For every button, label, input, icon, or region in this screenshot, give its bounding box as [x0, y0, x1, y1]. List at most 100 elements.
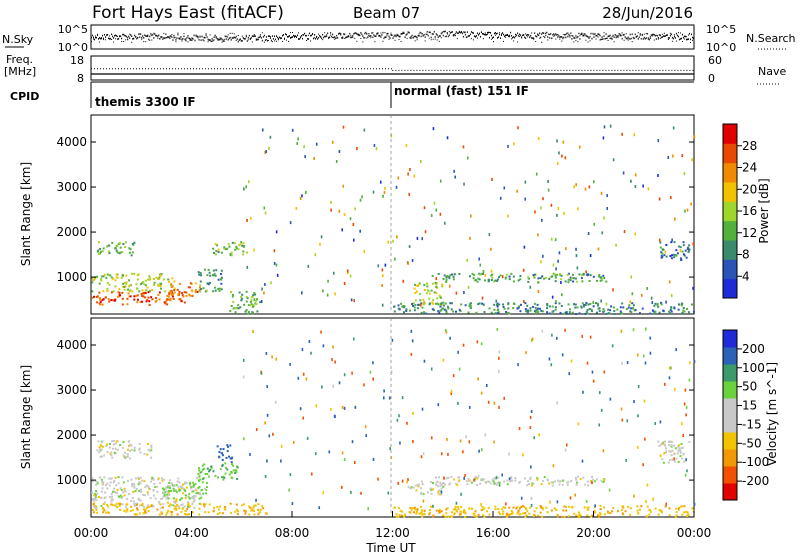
nsearch-point — [623, 39, 625, 41]
data-point — [482, 269, 485, 273]
nsky-point — [288, 35, 290, 37]
data-point — [587, 303, 590, 306]
data-point — [484, 273, 487, 277]
data-point — [126, 297, 129, 300]
data-point — [439, 484, 442, 487]
data-point — [144, 279, 147, 282]
nsky-point — [463, 31, 465, 34]
data-point — [578, 145, 581, 149]
nsky-point — [347, 35, 349, 38]
nsky-point — [465, 36, 467, 39]
data-point — [126, 455, 129, 458]
data-point — [681, 457, 684, 460]
nsky-point — [659, 34, 661, 37]
data-point — [184, 497, 187, 500]
nsky-point — [192, 38, 194, 40]
data-point — [217, 251, 220, 254]
nsky-point — [150, 33, 152, 35]
data-point — [487, 480, 490, 483]
data-point — [571, 311, 574, 314]
data-point — [95, 295, 98, 298]
data-point — [496, 302, 499, 305]
data-point — [548, 312, 551, 315]
nsky-point — [407, 31, 409, 33]
data-point — [631, 307, 634, 310]
data-point — [92, 499, 95, 502]
nsky-point — [219, 38, 221, 41]
data-point — [514, 479, 517, 482]
nsearch-point — [466, 36, 468, 38]
nsky-point — [256, 38, 258, 41]
nsky-point — [594, 32, 596, 35]
data-point — [526, 304, 529, 307]
nsky-point — [515, 33, 517, 36]
data-point — [497, 311, 500, 314]
data-point — [252, 509, 255, 512]
data-point — [556, 401, 558, 405]
data-point — [693, 502, 696, 506]
nsky-point — [164, 37, 166, 40]
nsearch-point — [661, 33, 663, 35]
data-point — [667, 461, 670, 464]
data-point — [354, 405, 357, 409]
nsky-point — [197, 36, 199, 39]
data-point — [660, 256, 663, 259]
data-point — [674, 515, 677, 518]
data-point — [356, 147, 358, 151]
data-point — [95, 490, 98, 493]
data-point — [658, 509, 661, 512]
data-point — [422, 298, 425, 301]
data-point — [128, 247, 131, 250]
data-point — [474, 479, 477, 482]
data-point — [653, 312, 656, 315]
data-point — [682, 309, 685, 312]
nsky-point — [204, 36, 206, 39]
nsearch-point — [298, 32, 300, 34]
data-point — [275, 357, 278, 361]
nsearch-point — [444, 36, 446, 38]
data-point — [198, 475, 201, 478]
nsearch-point — [587, 41, 589, 43]
data-point — [663, 382, 666, 386]
data-point — [448, 483, 451, 486]
nsearch-point — [414, 40, 416, 42]
data-point — [165, 490, 168, 493]
data-point — [465, 480, 468, 483]
data-point — [473, 515, 476, 518]
data-point — [249, 216, 252, 220]
data-point — [200, 288, 203, 291]
data-point — [111, 456, 114, 459]
nsky-point — [566, 32, 568, 35]
data-point — [590, 480, 593, 483]
nsky-point — [663, 35, 665, 38]
data-point — [431, 301, 434, 304]
data-point — [204, 472, 207, 475]
nsky-point — [593, 36, 595, 38]
nsearch-point — [314, 37, 316, 39]
nsky-point — [488, 36, 490, 39]
data-point — [573, 512, 576, 515]
nsky-point — [351, 36, 353, 39]
nsky-point — [187, 35, 189, 37]
data-point — [394, 257, 396, 261]
data-point — [554, 306, 557, 309]
data-point — [160, 272, 163, 275]
data-point — [406, 481, 409, 484]
data-point — [94, 506, 97, 509]
data-point — [171, 295, 174, 298]
data-point — [102, 481, 105, 484]
data-point — [685, 458, 687, 462]
data-point — [432, 488, 435, 491]
data-point — [611, 510, 614, 513]
nsearch-point — [111, 39, 113, 41]
data-point — [412, 302, 415, 305]
nsearch-point — [161, 36, 163, 38]
colorbar-swatch — [723, 483, 737, 501]
data-point — [450, 273, 453, 276]
data-point — [559, 480, 562, 483]
nsky-point — [140, 33, 142, 35]
data-point — [667, 156, 670, 160]
nsky-point — [240, 40, 242, 42]
colorbar-swatch — [723, 220, 737, 241]
nsky-point — [324, 35, 326, 38]
